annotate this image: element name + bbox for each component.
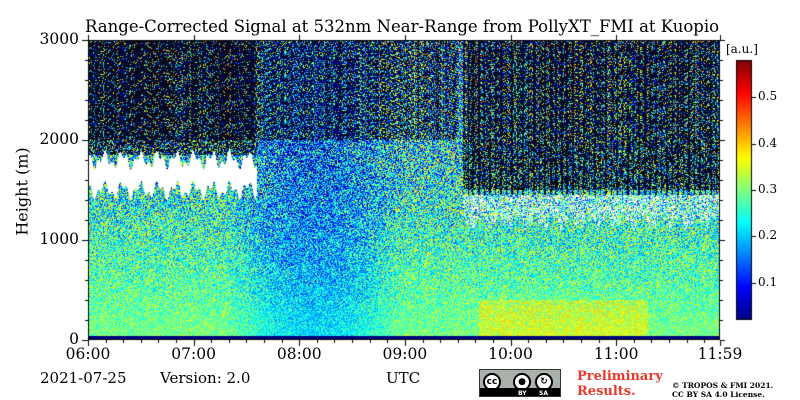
y-tick-label: 0 — [69, 330, 79, 348]
x-tick-label: 09:00 — [382, 345, 428, 363]
cc-circle-icon: cc — [483, 373, 501, 391]
x-tick-label: 06:00 — [65, 345, 111, 363]
cc-by-text: BY — [518, 390, 527, 397]
cc-sa-text: SA — [539, 390, 548, 397]
colorbar-tick-label: 0.5 — [758, 89, 778, 104]
x-tick-label: 11:00 — [593, 345, 639, 363]
colorbar-tick-label: 0.1 — [758, 274, 778, 289]
y-tick-label: 1000 — [39, 230, 79, 248]
footer-date: 2021-07-25 — [40, 369, 127, 387]
footer-version: Version: 2.0 — [160, 369, 251, 387]
colorbar-tick-label: 0.4 — [758, 135, 778, 150]
colorbar-tick-label: 0.3 — [758, 182, 778, 196]
y-tick-label: 2000 — [39, 130, 79, 148]
x-tick-label: 08:00 — [276, 345, 322, 363]
footer-timezone: UTC — [386, 369, 421, 387]
x-tick-label: 10:00 — [488, 345, 533, 363]
y-axis-label: Height (m) — [12, 147, 32, 236]
y-tick-label: 3000 — [39, 30, 79, 48]
x-tick-label: 07:00 — [171, 345, 216, 363]
x-tick-label: 11:59 — [697, 345, 743, 363]
preliminary-results-label: Preliminary Results. — [577, 369, 663, 399]
cc-by-sa-icon: cc ● ↻ BY SA — [479, 369, 561, 397]
colorbar-unit-label: [a.u.] — [726, 42, 758, 56]
colorbar-tick-label: 0.2 — [758, 228, 778, 243]
chart-title: Range-Corrected Signal at 532nm Near-Ran… — [85, 17, 720, 36]
copyright-notice: © TROPOS & FMI 2021. CC BY SA 4.0 Licens… — [672, 381, 774, 399]
